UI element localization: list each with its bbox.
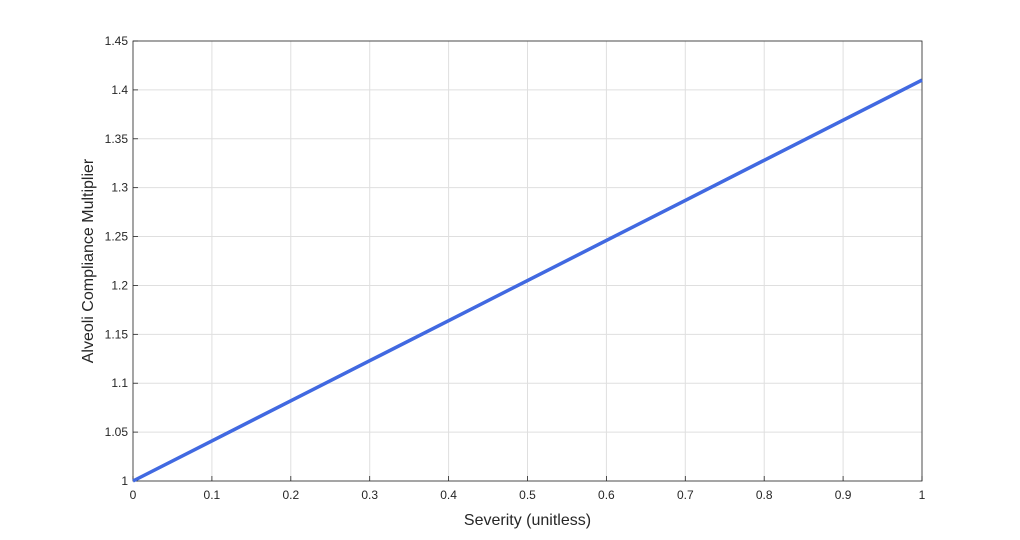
axis-ticks: 0 0.1 0.2 0.3 0.4 0.5 0.6 0.7 0.8 0.9 1 1 1.05 1.1 1.1… [105, 34, 926, 502]
y-tick-label: 1 [121, 474, 128, 488]
y-tick-label: 1.05 [105, 425, 129, 439]
x-tick-label: 0.1 [204, 488, 221, 502]
x-tick-label: 0.8 [756, 488, 773, 502]
y-tick-label: 1.25 [105, 230, 129, 244]
series-line [132, 78, 923, 483]
x-tick-label: 0.7 [677, 488, 694, 502]
x-tick-label: 0.4 [440, 488, 457, 502]
x-tick-label: 0 [130, 488, 137, 502]
x-axis-title: Severity (unitless) [464, 512, 591, 529]
y-tick-label: 1.15 [105, 327, 129, 341]
y-tick-label: 1.2 [111, 278, 128, 292]
y-tick-label: 1.35 [105, 132, 129, 146]
x-tick-label: 1 [919, 488, 926, 502]
x-tick-label: 0.6 [598, 488, 615, 502]
y-axis-title: Alveoli Compliance Multiplier [80, 158, 97, 363]
y-tick-label: 1.3 [111, 181, 128, 195]
x-tick-label: 0.5 [519, 488, 536, 502]
y-tick-label: 1.1 [111, 376, 128, 390]
x-tick-label: 0.9 [835, 488, 852, 502]
y-tick-label: 1.45 [105, 34, 129, 48]
y-tick-label: 1.4 [111, 83, 128, 97]
x-tick-label: 0.2 [282, 488, 299, 502]
x-tick-label: 0.3 [361, 488, 378, 502]
series-group [132, 78, 923, 483]
